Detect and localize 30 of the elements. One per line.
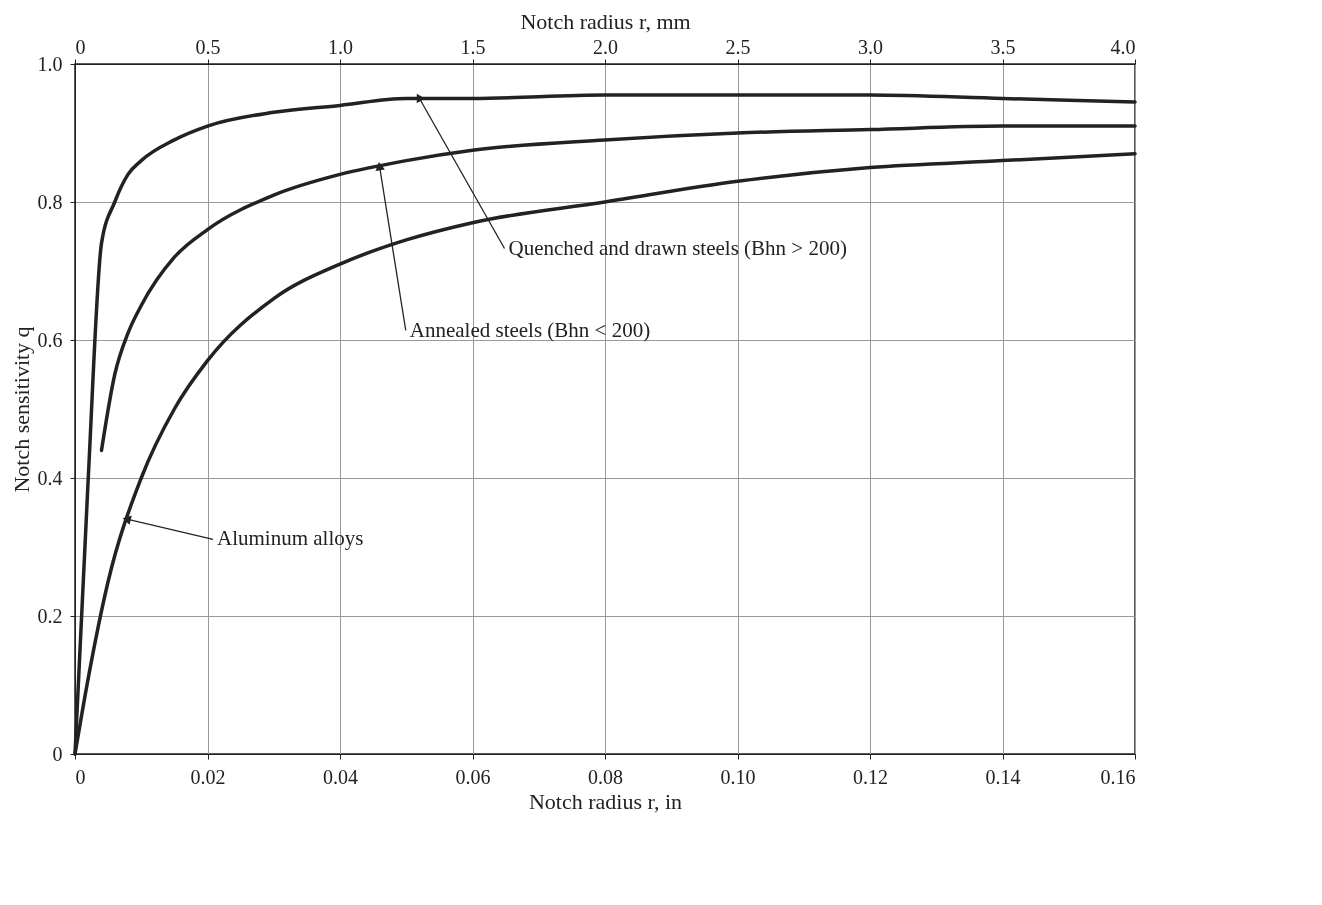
x2-tick-label: 1.0 — [328, 35, 353, 58]
y-tick-label: 0 — [52, 742, 63, 765]
y-tick-label: 0.8 — [37, 190, 63, 213]
x-tick-label: 0.12 — [853, 765, 888, 788]
x2-tick-label: 2.5 — [725, 35, 751, 58]
x-tick-label: 0.16 — [1100, 765, 1136, 788]
x-tick-label: 0.08 — [588, 765, 623, 788]
x-tick-label: 0.06 — [455, 765, 491, 788]
x-tick-label: 0.04 — [323, 765, 358, 788]
x-tick-label: 0.02 — [190, 765, 226, 788]
annotation: Annealed steels (Bhn < 200) — [409, 317, 651, 342]
y-tick-label: 0.2 — [37, 604, 63, 627]
y-tick-label: 0.6 — [37, 328, 63, 351]
y-tick-label: 0.4 — [37, 466, 63, 489]
x2-tick-label: 3.0 — [858, 35, 883, 58]
x2-tick-label: 0 — [75, 35, 86, 58]
x2-tick-label: 4.0 — [1110, 35, 1136, 58]
x-tick-label: 0 — [75, 765, 86, 788]
x2-tick-label: 0.5 — [195, 35, 221, 58]
x2-tick-label: 2.0 — [593, 35, 618, 58]
x2-axis-title: Notch radius r, mm — [520, 8, 691, 34]
x-tick-label: 0.10 — [720, 765, 756, 788]
x2-tick-label: 3.5 — [990, 35, 1016, 58]
x-tick-label: 0.14 — [985, 765, 1021, 788]
y-axis-title: Notch sensitivity q — [8, 326, 34, 493]
y-tick-label: 1.0 — [37, 52, 63, 75]
x-axis-title: Notch radius r, in — [528, 788, 683, 814]
x2-tick-label: 1.5 — [460, 35, 486, 58]
annotation: Aluminum alloys — [217, 526, 364, 551]
annotation: Quenched and drawn steels (Bhn > 200) — [508, 235, 847, 260]
